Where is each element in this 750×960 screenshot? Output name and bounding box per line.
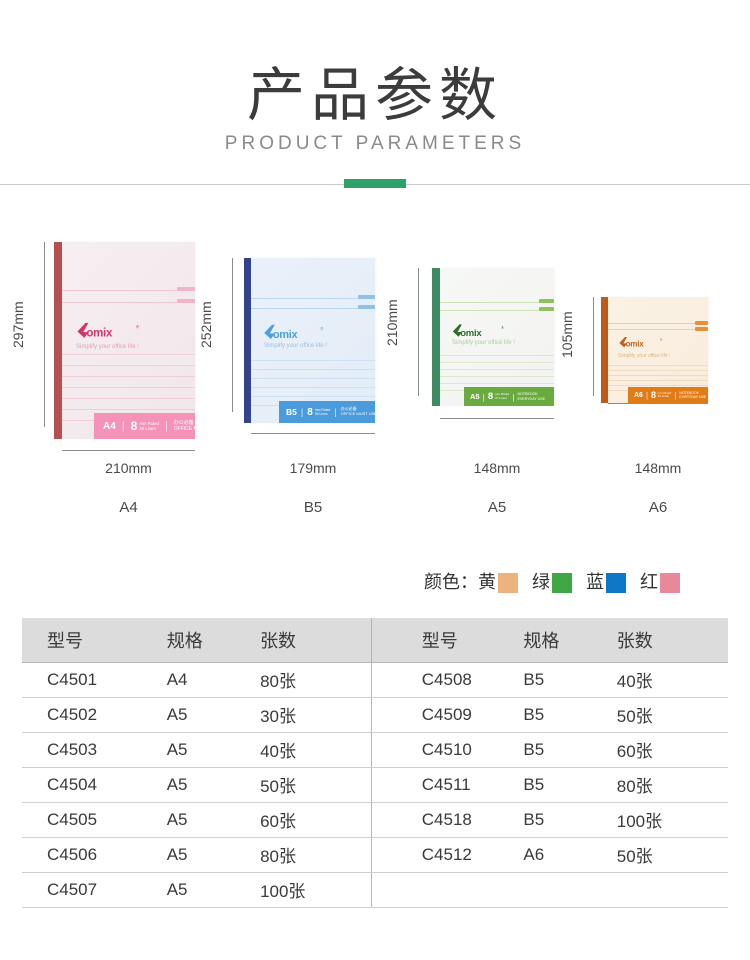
svg-text:®: ® [660, 338, 663, 342]
svg-text:®: ® [136, 324, 140, 330]
svg-text:omix: omix [273, 329, 299, 341]
svg-text:®: ® [320, 326, 324, 331]
svg-text:omix: omix [626, 340, 645, 349]
svg-text:omix: omix [86, 328, 113, 340]
svg-text:omix: omix [460, 328, 482, 339]
svg-text:®: ® [501, 326, 504, 330]
